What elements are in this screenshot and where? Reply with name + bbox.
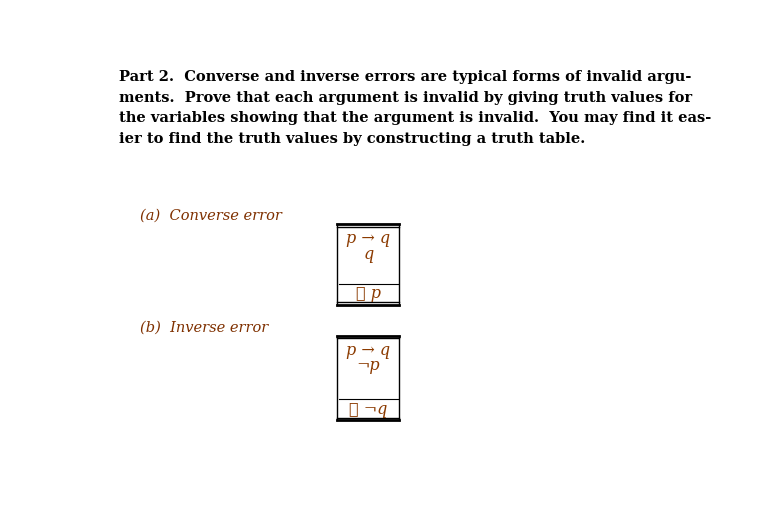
Text: ¬p: ¬p — [356, 357, 380, 374]
Text: p → q: p → q — [346, 342, 390, 358]
Text: ∴ p: ∴ p — [355, 285, 381, 303]
Text: ∴ ¬q: ∴ ¬q — [349, 401, 387, 418]
Text: p → q: p → q — [346, 230, 390, 247]
Bar — [338, 224, 399, 305]
Text: Part 2.  Converse and inverse errors are typical forms of invalid argu-
ments.  : Part 2. Converse and inverse errors are … — [119, 70, 711, 146]
Text: (a)  Converse error: (a) Converse error — [140, 209, 282, 223]
Bar — [338, 336, 399, 421]
Text: (b)  Inverse error: (b) Inverse error — [140, 320, 268, 334]
Text: q: q — [363, 246, 373, 263]
